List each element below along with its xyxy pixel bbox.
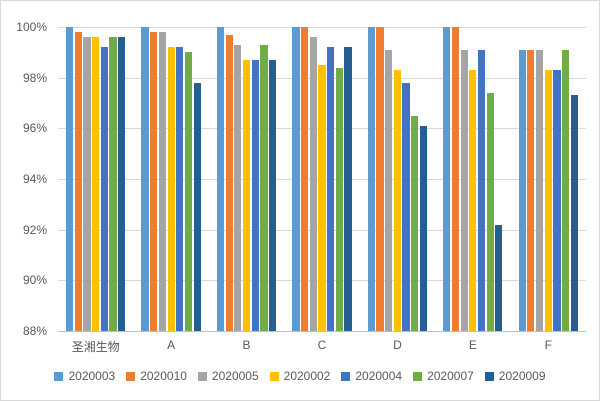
bar-2020002 — [92, 37, 100, 331]
bar-2020007 — [335, 67, 343, 331]
bar-2020004 — [477, 49, 486, 331]
bar-2020004 — [251, 59, 259, 331]
bar-2020003 — [367, 27, 375, 331]
plot-area — [58, 27, 586, 332]
bar-2020003 — [141, 27, 149, 331]
bar-2020002 — [318, 65, 326, 331]
legend-item-2020003: 2020003 — [54, 369, 115, 383]
bar-2020010 — [376, 27, 384, 331]
x-axis-label: F — [544, 338, 552, 352]
legend-swatch-icon — [341, 371, 351, 381]
legend-item-2020007: 2020007 — [413, 369, 474, 383]
legend-swatch-icon — [126, 371, 136, 381]
bar-2020003 — [216, 27, 225, 331]
bar-2020004 — [402, 82, 410, 331]
bar-2020002 — [469, 70, 477, 331]
legend-label: 2020009 — [498, 369, 546, 383]
legend-item-2020009: 2020009 — [484, 369, 546, 383]
bar-groups-row — [58, 27, 586, 331]
bar-group-4 — [292, 27, 352, 331]
y-axis-label: 90% — [22, 273, 47, 288]
x-axis-label: C — [317, 338, 327, 352]
bar-2020009 — [193, 82, 201, 331]
legend-label: 2020005 — [211, 369, 259, 383]
legend-label: 2020004 — [355, 369, 403, 383]
legend-swatch-icon — [484, 371, 494, 381]
bar-2020002 — [167, 47, 175, 331]
legend-label: 2020007 — [427, 369, 474, 383]
bar-2020003 — [518, 49, 526, 331]
bar-group-7 — [518, 27, 578, 331]
y-axis-label: 98% — [22, 70, 47, 85]
x-axis: 圣湘生物 A B C D E F — [58, 338, 586, 355]
bar-2020005 — [309, 37, 317, 331]
bar-2020009 — [495, 224, 503, 331]
bar-2020007 — [260, 44, 268, 331]
bar-group-6 — [443, 27, 503, 331]
legend: 2020003 2020010 2020005 2020002 2020004 20200… — [1, 369, 599, 383]
bar-2020010 — [225, 34, 233, 331]
y-axis-label: 92% — [22, 222, 47, 237]
gridline — [58, 27, 586, 28]
legend-swatch-icon — [269, 371, 279, 381]
bar-2020010 — [527, 49, 535, 331]
bar-2020009 — [118, 37, 126, 331]
bar-2020002 — [544, 70, 552, 331]
legend-item-2020002: 2020002 — [269, 369, 331, 383]
bar-2020004 — [553, 70, 561, 331]
bar-2020003 — [292, 27, 300, 331]
y-axis-label: 94% — [22, 172, 47, 186]
legend-swatch-icon — [54, 371, 64, 381]
bar-2020005 — [234, 44, 242, 331]
bar-group-3 — [216, 27, 277, 331]
bar-2020005 — [83, 37, 91, 331]
bar-2020005 — [385, 49, 393, 331]
bar-2020003 — [66, 27, 74, 331]
y-axis-label: 88% — [22, 324, 47, 338]
legend-label: 2020003 — [68, 369, 116, 383]
x-axis-label: A — [167, 338, 176, 352]
bar-2020009 — [269, 59, 277, 331]
x-axis-line — [58, 331, 586, 332]
legend-label: 2020010 — [140, 369, 187, 383]
x-axis-label: E — [468, 338, 477, 352]
bar-group-5 — [367, 27, 428, 331]
bar-2020010 — [74, 32, 82, 331]
bar-2020010 — [301, 27, 309, 331]
bar-2020007 — [562, 49, 570, 331]
y-axis-label: 96% — [22, 121, 47, 136]
legend-swatch-icon — [413, 371, 423, 381]
bar-2020009 — [344, 47, 352, 331]
y-axis-label: 100% — [16, 20, 47, 34]
bar-2020007 — [184, 52, 193, 331]
bar-2020009 — [419, 125, 428, 331]
x-axis-label: B — [242, 338, 251, 352]
bar-2020010 — [150, 32, 158, 331]
bar-2020004 — [176, 47, 184, 331]
bar-2020007 — [109, 37, 117, 331]
bar-2020007 — [486, 92, 494, 331]
bar-2020007 — [411, 115, 419, 331]
bar-2020005 — [460, 49, 468, 331]
legend-item-2020005: 2020005 — [197, 369, 259, 383]
legend-item-2020004: 2020004 — [341, 369, 402, 383]
legend-label: 2020002 — [283, 369, 331, 383]
bar-2020009 — [570, 95, 578, 331]
legend-item-2020010: 2020010 — [126, 369, 187, 383]
bar-2020004 — [100, 47, 108, 331]
bar-2020004 — [327, 47, 335, 331]
bar-2020005 — [535, 49, 544, 331]
bar-2020002 — [242, 59, 251, 331]
x-axis-label: D — [393, 338, 402, 352]
x-axis-label: 圣湘生物 — [71, 340, 120, 354]
legend-swatch-icon — [197, 371, 207, 381]
bar-group-1 — [66, 27, 126, 331]
bar-2020003 — [443, 27, 451, 331]
bar-2020005 — [158, 32, 167, 331]
bar-2020010 — [451, 27, 460, 331]
bar-group-2 — [141, 27, 201, 331]
bar-2020002 — [393, 70, 401, 331]
y-axis: 100% 98% 96% 94% 92% 90% 88% — [1, 20, 51, 338]
